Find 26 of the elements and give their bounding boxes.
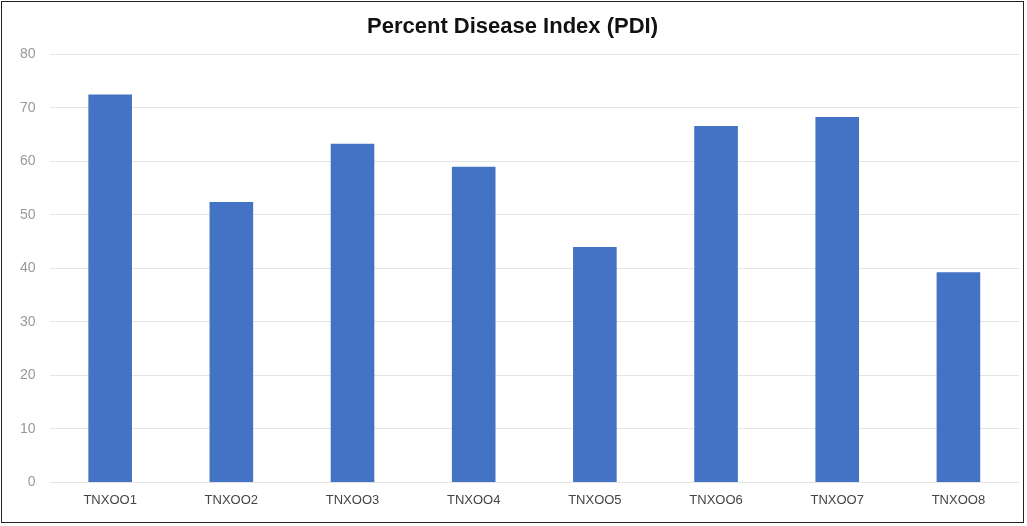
bar [88,94,132,482]
bar [451,166,496,482]
y-tick-label: 20 [19,366,36,383]
bar [573,247,617,482]
x-tick-label: TNXOO7 [810,491,864,507]
bar [209,202,254,482]
x-tick-label: TNXOO8 [931,491,986,507]
y-tick-label: 70 [19,98,36,115]
x-tick-label: TNXOO3 [325,491,380,507]
x-tick-label: TNXOO5 [568,491,622,507]
y-tick-label: 50 [19,205,36,222]
y-tick-label: 30 [19,312,36,329]
y-tick-label: 40 [19,259,36,276]
y-tick-label: 0 [27,473,36,490]
bar [815,117,860,482]
y-tick-label: 60 [19,152,36,169]
bar [330,143,375,482]
x-tick-label: TNXOO6 [689,491,743,507]
x-tick-label: TNXOO2 [204,491,259,507]
x-tick-label: TNXOO1 [83,491,137,507]
y-tick-label: 80 [19,45,36,62]
x-tick-label: TNXOO4 [446,491,501,507]
bar [936,272,981,482]
y-tick-label: 10 [19,419,36,436]
chart-title: Percent Disease Index (PDI) [366,13,659,39]
bar [694,126,738,482]
